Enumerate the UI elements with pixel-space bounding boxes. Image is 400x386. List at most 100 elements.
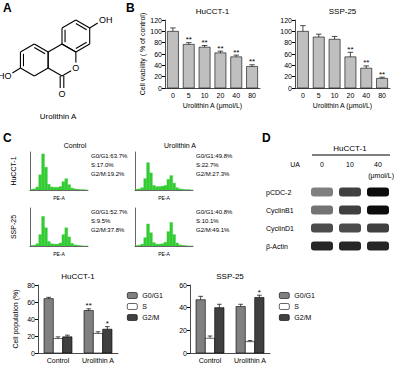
svg-text:PE-A: PE-A (53, 251, 65, 257)
svg-text:100: 100 (150, 28, 162, 35)
svg-text:**: ** (217, 44, 223, 53)
svg-text:5: 5 (317, 92, 321, 99)
svg-text:G2/M: G2/M (294, 314, 311, 321)
svg-text:0: 0 (31, 350, 35, 357)
svg-text:G2/M:19.2%: G2/M:19.2% (91, 171, 125, 177)
svg-text:S:10.1%: S:10.1% (196, 218, 219, 224)
svg-text:120: 120 (150, 17, 162, 24)
svg-text:Cell population (%): Cell population (%) (12, 289, 20, 348)
svg-text:O: O (58, 89, 65, 99)
svg-text:**: ** (186, 35, 192, 44)
svg-text:*: * (258, 288, 261, 297)
svg-text:Urolithin A: Urolithin A (82, 357, 114, 364)
svg-text:Urolithin A: Urolithin A (164, 142, 196, 149)
svg-text:0: 0 (288, 85, 292, 92)
svg-text:β-Actin: β-Actin (266, 243, 288, 251)
svg-text:40: 40 (154, 62, 162, 69)
svg-text:S: S (142, 303, 147, 310)
svg-text:40: 40 (232, 92, 240, 99)
svg-text:0: 0 (320, 161, 324, 168)
svg-text:80: 80 (154, 39, 162, 46)
svg-text:**: ** (201, 38, 207, 47)
svg-text:80: 80 (378, 92, 386, 99)
svg-text:60: 60 (179, 282, 187, 289)
svg-text:HuCCT-1: HuCCT-1 (10, 156, 17, 185)
svg-text:S:22.7%: S:22.7% (196, 162, 219, 168)
svg-text:S:9.5%: S:9.5% (91, 218, 111, 224)
svg-text:G0/G1: G0/G1 (294, 292, 315, 299)
svg-text:S:17.0%: S:17.0% (91, 162, 114, 168)
svg-text:Urolithin A (μmol/L): Urolithin A (μmol/L) (183, 102, 242, 110)
svg-text:HuCCT-1: HuCCT-1 (61, 272, 95, 281)
svg-text:G2/M:49.1%: G2/M:49.1% (196, 227, 230, 233)
svg-text:G2/M:37.8%: G2/M:37.8% (91, 227, 125, 233)
svg-text:**: ** (233, 48, 239, 57)
svg-text:pCDC-2: pCDC-2 (266, 189, 291, 197)
svg-text:C: C (3, 131, 12, 145)
svg-text:SSP-25: SSP-25 (10, 215, 17, 239)
svg-text:20: 20 (347, 92, 355, 99)
svg-text:**: ** (379, 70, 385, 79)
svg-text:HuCCT-1: HuCCT-1 (196, 7, 230, 16)
svg-text:120: 120 (280, 17, 292, 24)
svg-text:G0/G1:63.7%: G0/G1:63.7% (91, 153, 128, 159)
svg-text:Control: Control (47, 357, 70, 364)
svg-text:(μmol/L): (μmol/L) (368, 172, 394, 180)
svg-text:**: ** (363, 58, 369, 67)
svg-text:HuCCT-1: HuCCT-1 (333, 144, 367, 153)
svg-text:40: 40 (27, 316, 35, 323)
svg-text:80: 80 (284, 39, 292, 46)
svg-text:40: 40 (374, 161, 382, 168)
svg-text:20: 20 (217, 92, 225, 99)
svg-text:0: 0 (301, 92, 305, 99)
svg-text:G2/M:27.3%: G2/M:27.3% (196, 171, 230, 177)
svg-text:40: 40 (179, 304, 187, 311)
svg-text:O: O (72, 63, 79, 73)
svg-text:D: D (262, 131, 271, 145)
svg-text:40: 40 (284, 62, 292, 69)
svg-text:5: 5 (187, 92, 191, 99)
svg-text:CyclinD1: CyclinD1 (266, 225, 294, 233)
svg-text:20: 20 (154, 73, 162, 80)
svg-text:B: B (126, 1, 135, 15)
svg-text:60: 60 (27, 299, 35, 306)
svg-text:0: 0 (158, 85, 162, 92)
svg-text:Control: Control (199, 357, 222, 364)
svg-text:SSP-25: SSP-25 (329, 7, 357, 16)
svg-text:0: 0 (183, 350, 187, 357)
svg-text:G0/G1:49.8%: G0/G1:49.8% (196, 153, 233, 159)
svg-text:Cell viability ( % of control): Cell viability ( % of control) (139, 13, 147, 95)
svg-text:10: 10 (331, 92, 339, 99)
svg-text:0: 0 (171, 92, 175, 99)
svg-text:20: 20 (27, 333, 35, 340)
svg-text:100: 100 (280, 28, 292, 35)
svg-text:A: A (3, 1, 12, 15)
svg-text:G0/G1:52.7%: G0/G1:52.7% (91, 209, 128, 215)
svg-text:40: 40 (362, 92, 370, 99)
svg-text:OH: OH (99, 15, 113, 25)
svg-text:PE-A: PE-A (158, 251, 170, 257)
svg-text:G0/G1:40.8%: G0/G1:40.8% (196, 209, 233, 215)
svg-text:CyclinB1: CyclinB1 (266, 207, 294, 215)
svg-text:G2/M: G2/M (142, 314, 159, 321)
svg-text:Urolithin A: Urolithin A (234, 357, 266, 364)
svg-text:20: 20 (284, 73, 292, 80)
svg-text:80: 80 (248, 92, 256, 99)
svg-text:HO: HO (0, 71, 11, 81)
svg-text:Urolithin A (μmol/L): Urolithin A (μmol/L) (313, 102, 372, 110)
svg-text:**: ** (347, 45, 353, 54)
svg-text:20: 20 (179, 327, 187, 334)
svg-text:PE-A: PE-A (53, 195, 65, 201)
svg-text:60: 60 (284, 51, 292, 58)
svg-text:**: ** (249, 57, 255, 66)
svg-text:Control: Control (64, 142, 87, 149)
svg-text:SSP-25: SSP-25 (216, 272, 244, 281)
svg-text:S: S (294, 303, 299, 310)
svg-text:PE-A: PE-A (158, 195, 170, 201)
svg-text:G0/G1: G0/G1 (142, 292, 163, 299)
svg-text:10: 10 (201, 92, 209, 99)
svg-text:UA: UA (290, 161, 300, 168)
svg-text:10: 10 (346, 161, 354, 168)
svg-text:60: 60 (154, 51, 162, 58)
svg-text:Urolithin A: Urolithin A (40, 112, 77, 121)
